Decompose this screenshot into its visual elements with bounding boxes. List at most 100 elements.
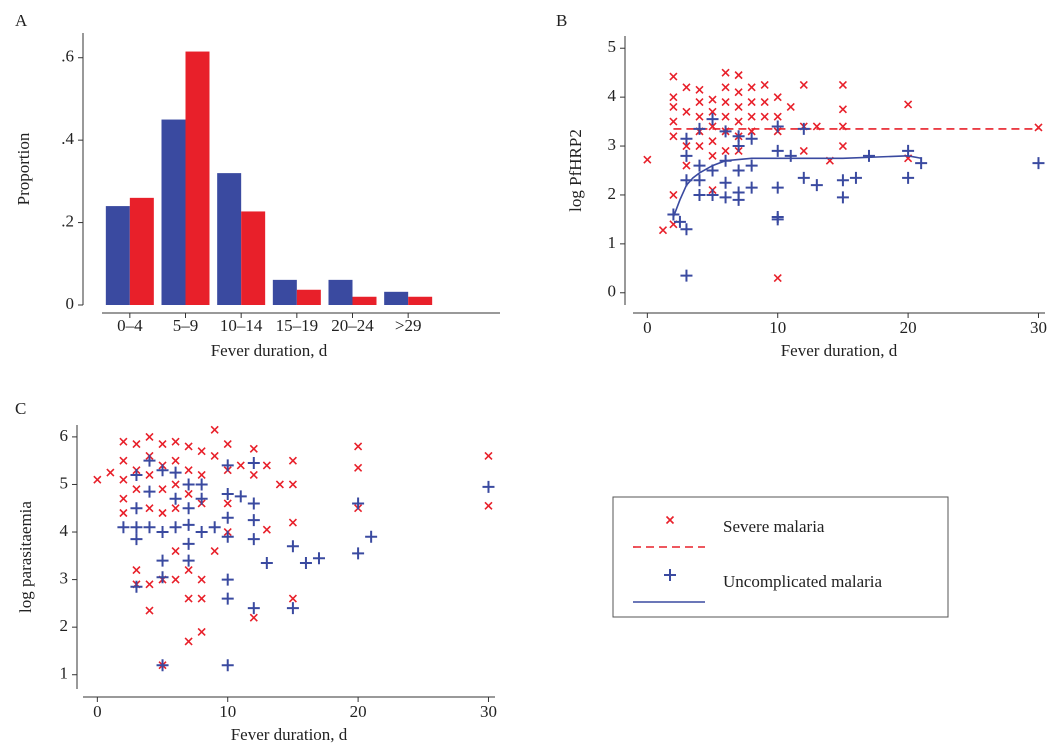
point bbox=[365, 530, 378, 543]
panel-label: A bbox=[15, 11, 28, 30]
point bbox=[171, 456, 180, 465]
point bbox=[182, 502, 195, 515]
point bbox=[695, 112, 704, 121]
point bbox=[132, 439, 141, 449]
point bbox=[734, 71, 743, 80]
point bbox=[288, 594, 297, 603]
point bbox=[680, 149, 693, 162]
legend-box bbox=[612, 496, 949, 618]
point bbox=[354, 463, 363, 472]
point bbox=[184, 489, 193, 499]
bar bbox=[296, 289, 321, 305]
point bbox=[249, 613, 258, 622]
point bbox=[797, 171, 810, 184]
point bbox=[210, 425, 219, 434]
point bbox=[902, 171, 915, 184]
point bbox=[171, 504, 180, 513]
point bbox=[669, 190, 678, 200]
point bbox=[773, 93, 782, 102]
bar bbox=[241, 211, 266, 305]
panel-label: B bbox=[556, 11, 567, 30]
y-tick-label: 1 bbox=[60, 664, 69, 683]
point bbox=[145, 606, 154, 615]
point bbox=[117, 521, 130, 534]
y-tick-label: 3 bbox=[60, 569, 69, 588]
x-tick-label: 30 bbox=[1030, 318, 1047, 337]
fit-line bbox=[672, 155, 922, 218]
point bbox=[221, 659, 234, 672]
x-axis-label: Fever duration, d bbox=[211, 341, 328, 360]
point bbox=[799, 80, 808, 89]
point bbox=[197, 627, 206, 636]
point bbox=[223, 499, 232, 508]
point bbox=[156, 554, 169, 567]
point bbox=[902, 144, 915, 157]
y-tick-label: 0 bbox=[66, 294, 75, 313]
y-tick-label: 5 bbox=[608, 37, 617, 56]
y-tick-label: 4 bbox=[60, 521, 69, 540]
point bbox=[680, 132, 693, 145]
point bbox=[221, 511, 234, 524]
point bbox=[299, 556, 312, 569]
point bbox=[249, 470, 258, 480]
point bbox=[158, 485, 167, 494]
point bbox=[145, 504, 154, 513]
point bbox=[799, 146, 808, 156]
y-tick-label: 0 bbox=[608, 282, 617, 301]
point bbox=[143, 454, 156, 467]
point bbox=[247, 533, 260, 546]
point bbox=[352, 497, 365, 510]
point bbox=[682, 141, 691, 151]
point bbox=[184, 466, 193, 475]
point bbox=[288, 480, 297, 489]
y-tick-label: .2 bbox=[61, 211, 74, 230]
point bbox=[773, 274, 782, 283]
x-tick-label: 0 bbox=[643, 318, 652, 337]
bar bbox=[161, 119, 186, 305]
point bbox=[93, 475, 102, 484]
point bbox=[836, 174, 849, 187]
bar bbox=[129, 197, 154, 305]
point bbox=[156, 464, 169, 477]
point bbox=[132, 485, 141, 494]
point bbox=[275, 480, 284, 489]
y-axis-label: Proportion bbox=[14, 132, 33, 205]
point bbox=[195, 526, 208, 539]
point bbox=[312, 552, 325, 565]
x-tick-label: 20 bbox=[900, 318, 917, 337]
point bbox=[482, 480, 495, 493]
point bbox=[680, 223, 693, 236]
y-tick-label: 3 bbox=[608, 135, 617, 154]
panel-label: C bbox=[15, 399, 26, 418]
point bbox=[223, 439, 232, 449]
bar bbox=[217, 173, 242, 305]
point bbox=[797, 122, 810, 135]
point bbox=[143, 485, 156, 498]
point bbox=[784, 149, 797, 162]
y-tick-label: .4 bbox=[61, 129, 74, 148]
point bbox=[197, 447, 206, 456]
point bbox=[171, 546, 180, 556]
point bbox=[182, 478, 195, 491]
point bbox=[682, 107, 691, 116]
point bbox=[197, 594, 206, 603]
point bbox=[221, 487, 234, 500]
legend-marker bbox=[665, 515, 675, 525]
point bbox=[760, 112, 769, 121]
x-tick-label: >29 bbox=[395, 316, 422, 335]
point bbox=[669, 72, 678, 81]
x-axis-label: Fever duration, d bbox=[231, 725, 348, 744]
point bbox=[208, 521, 221, 534]
point bbox=[169, 466, 182, 479]
point bbox=[695, 85, 704, 94]
x-tick-label: 10 bbox=[219, 702, 236, 721]
point bbox=[195, 478, 208, 491]
point bbox=[156, 571, 169, 584]
point bbox=[747, 112, 756, 121]
point bbox=[169, 492, 182, 505]
point bbox=[708, 107, 717, 116]
point bbox=[260, 556, 273, 569]
point bbox=[669, 117, 678, 126]
point bbox=[143, 521, 156, 534]
